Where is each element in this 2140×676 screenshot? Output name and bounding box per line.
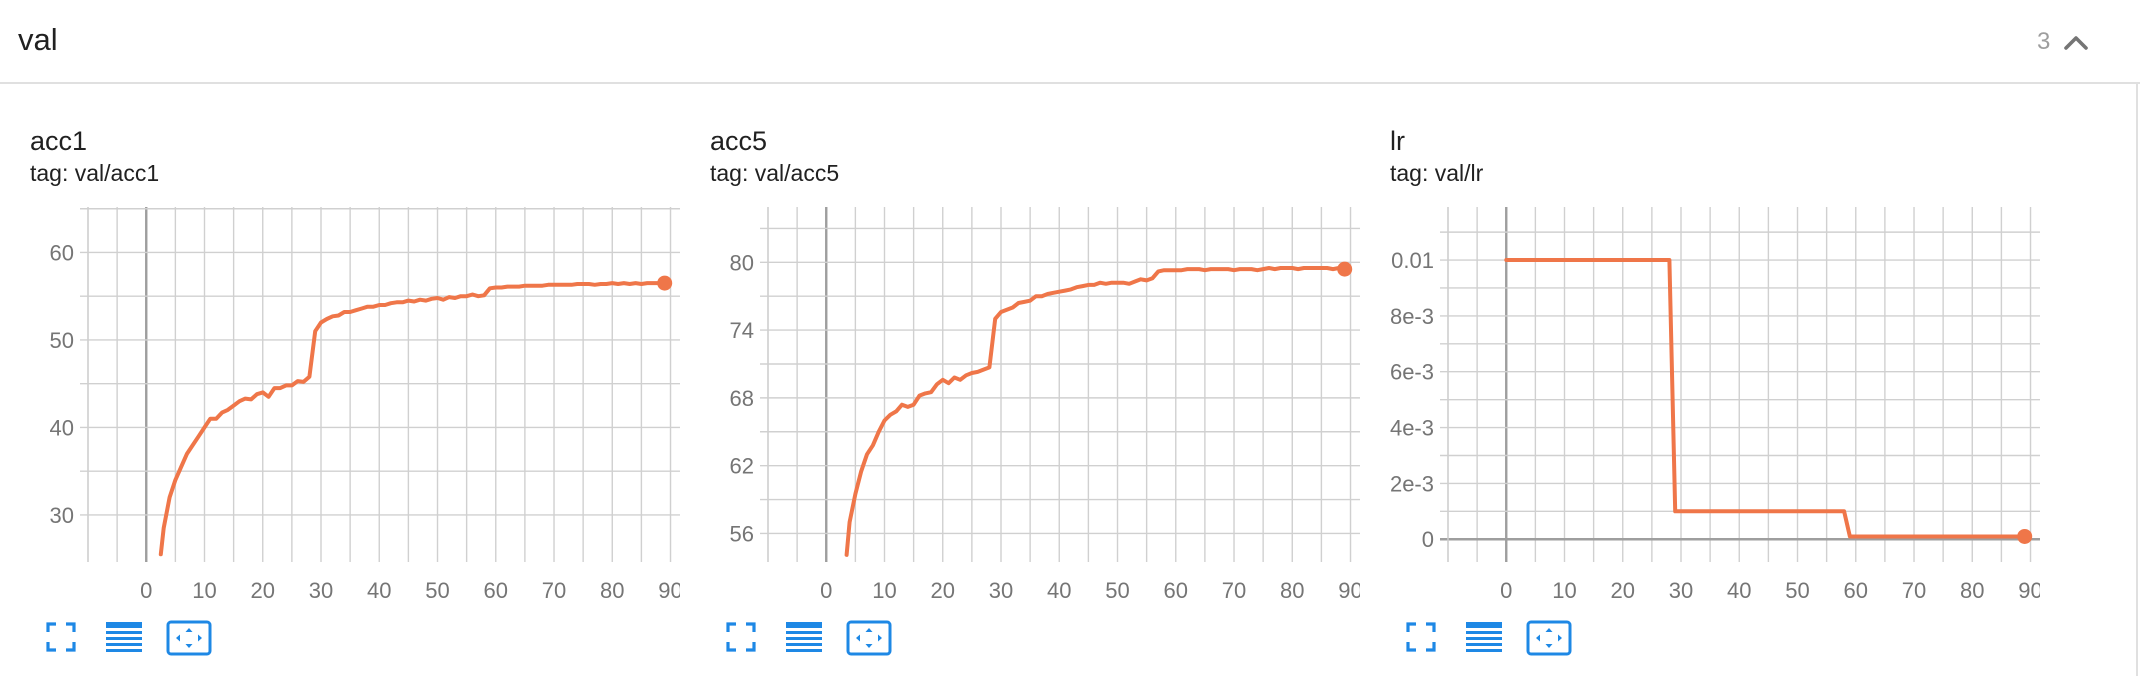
- y-tick-label: 74: [730, 318, 754, 343]
- y-tick-label: 80: [730, 250, 754, 275]
- fit-domain-button[interactable]: [166, 620, 212, 661]
- fullscreen-icon: [1406, 622, 1436, 652]
- x-tick-label: 30: [309, 578, 333, 603]
- x-tick-label: 50: [1105, 578, 1129, 603]
- fullscreen-button[interactable]: [724, 620, 758, 659]
- data-table-icon: [786, 622, 822, 652]
- card-title: acc5: [710, 126, 768, 156]
- card-tag: tag: val/lr: [1390, 160, 1484, 186]
- x-tick-label: 80: [1280, 578, 1304, 603]
- y-tick-label: 0.01: [1391, 248, 1434, 273]
- chart-card-acc5: acc5 tag: val/acc5 56 62 68 74 80 0 10 20 30 40 50…: [680, 84, 1360, 676]
- series-line: [1504, 258, 2027, 539]
- x-tick-label: 30: [989, 578, 1013, 603]
- chart-card-lr: lr tag: val/lr 0 2e-3 4e-3 6e-3 8e-3 0.01 0 10 2…: [1360, 84, 2040, 676]
- x-tick-label: 60: [1164, 578, 1188, 603]
- x-tick-label: 50: [425, 578, 449, 603]
- x-tick-label: 40: [367, 578, 391, 603]
- x-tick-label: 0: [1500, 578, 1512, 603]
- fit-domain-icon: [166, 620, 212, 656]
- data-table-button[interactable]: [104, 620, 144, 659]
- x-tick-label: 0: [820, 578, 832, 603]
- chart-plot[interactable]: 30 40 50 60 0 10 20 30 40 50 60 70 80 90: [0, 84, 680, 624]
- x-tick-label: 50: [1785, 578, 1809, 603]
- data-table-icon: [106, 622, 142, 652]
- data-table-button[interactable]: [784, 620, 824, 659]
- x-tick-label: 10: [192, 578, 216, 603]
- y-tick-label: 68: [730, 386, 754, 411]
- x-tick-label: 10: [1552, 578, 1576, 603]
- group-header: val 3: [0, 0, 2140, 84]
- chevron-up-icon: [2064, 36, 2088, 50]
- x-tick-label: 20: [1611, 578, 1635, 603]
- chart-card-acc1: acc1 tag: val/acc1 30 40 50 60 0 10 20 30 40 50 60…: [0, 84, 680, 676]
- data-table-icon: [1466, 622, 1502, 652]
- y-tick-label: 6e-3: [1390, 360, 1434, 385]
- last-point-marker: [657, 275, 673, 291]
- card-title: acc1: [30, 126, 88, 156]
- chart-plot[interactable]: 0 2e-3 4e-3 6e-3 8e-3 0.01 0 10 20 30 40 50 60 70 80 90: [1360, 84, 2040, 624]
- last-point-marker: [2017, 528, 2033, 544]
- fit-domain-button[interactable]: [846, 620, 892, 661]
- x-tick-label: 60: [1844, 578, 1868, 603]
- y-tick-label: 62: [730, 454, 754, 479]
- group-title: val: [18, 22, 58, 57]
- group-card-count: 3: [2037, 28, 2051, 55]
- x-tick-label: 10: [872, 578, 896, 603]
- x-tick-label: 70: [1902, 578, 1926, 603]
- x-tick-label: 90: [2018, 578, 2040, 603]
- x-tick-label: 40: [1047, 578, 1071, 603]
- y-tick-label: 0: [1422, 527, 1434, 552]
- card-title: lr: [1390, 126, 1405, 156]
- card-tag: tag: val/acc1: [30, 160, 160, 186]
- x-tick-label: 90: [658, 578, 680, 603]
- last-point-marker: [1337, 261, 1353, 277]
- x-tick-label: 20: [931, 578, 955, 603]
- fit-domain-icon: [846, 620, 892, 656]
- fullscreen-icon: [46, 622, 76, 652]
- x-tick-label: 80: [1960, 578, 1984, 603]
- fullscreen-button[interactable]: [1404, 620, 1438, 659]
- fullscreen-button[interactable]: [44, 620, 78, 659]
- collapse-group-button[interactable]: [2058, 24, 2094, 60]
- x-tick-label: 0: [140, 578, 152, 603]
- x-tick-label: 20: [251, 578, 275, 603]
- x-tick-label: 70: [1222, 578, 1246, 603]
- card-tag: tag: val/acc5: [710, 160, 840, 186]
- scrollbar-edge: [2136, 84, 2138, 676]
- x-tick-label: 90: [1338, 578, 1360, 603]
- data-table-button[interactable]: [1464, 620, 1504, 659]
- y-tick-label: 40: [50, 415, 74, 440]
- y-tick-label: 30: [50, 503, 74, 528]
- x-tick-label: 60: [484, 578, 508, 603]
- fullscreen-icon: [726, 622, 756, 652]
- x-tick-label: 40: [1727, 578, 1751, 603]
- chart-plot[interactable]: 56 62 68 74 80 0 10 20 30 40 50 60 70 80 90: [680, 84, 1360, 624]
- y-tick-label: 2e-3: [1390, 471, 1434, 496]
- x-tick-label: 70: [542, 578, 566, 603]
- y-tick-label: 56: [730, 521, 754, 546]
- series-line: [844, 266, 1347, 557]
- fit-domain-icon: [1526, 620, 1572, 656]
- y-tick-label: 4e-3: [1390, 416, 1434, 441]
- y-tick-label: 8e-3: [1390, 304, 1434, 329]
- y-tick-label: 60: [50, 240, 74, 265]
- fit-domain-button[interactable]: [1526, 620, 1572, 661]
- x-tick-label: 80: [600, 578, 624, 603]
- y-tick-label: 50: [50, 328, 74, 353]
- series-line: [158, 281, 667, 557]
- x-tick-label: 30: [1669, 578, 1693, 603]
